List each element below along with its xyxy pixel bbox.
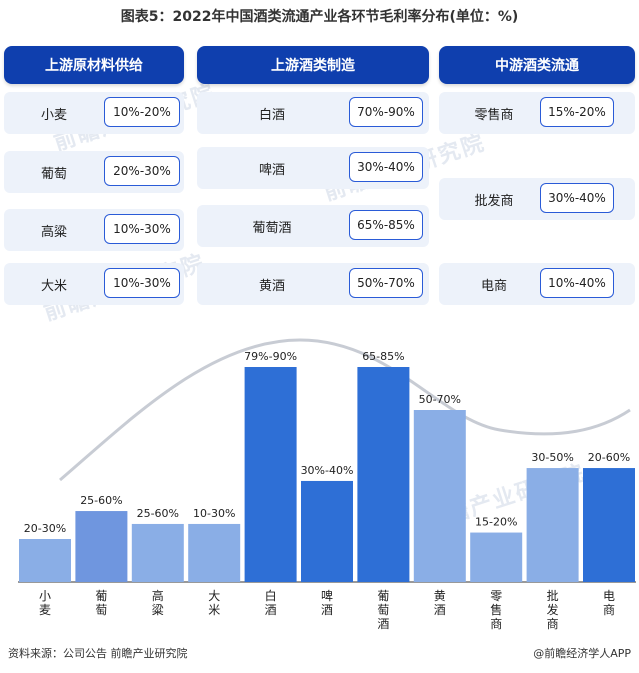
trend-curve xyxy=(59,338,631,482)
list-item: 葡萄酒 65%-85% xyxy=(197,205,429,247)
item-name: 电商 xyxy=(480,278,507,294)
list-item: 小麦 10%-20% xyxy=(4,92,184,134)
category-label: 批发商 xyxy=(547,588,559,631)
item-name: 小麦 xyxy=(40,107,67,123)
brand-note: @前瞻经济学人APP xyxy=(533,647,631,660)
upstream-column: 上游原材料供给 xyxy=(4,46,184,84)
list-item: 电商 10%-40% xyxy=(439,263,635,305)
list-item: 葡萄 20%-30% xyxy=(4,151,184,193)
item-name: 葡萄酒 xyxy=(252,220,292,236)
category-label: 高粱 xyxy=(152,588,164,617)
list-item: 零售商 15%-20% xyxy=(439,92,635,134)
category-label: 大米 xyxy=(208,589,220,617)
item-name: 大米 xyxy=(40,278,67,294)
item-value: 30%-40% xyxy=(540,183,614,213)
list-item: 批发商 30%-40% xyxy=(439,178,635,220)
midstream-header: 中游酒类流通 xyxy=(439,46,635,84)
bar-value-label: 20-60% xyxy=(588,451,630,464)
item-value: 10%-20% xyxy=(104,97,180,127)
category-label: 黄酒 xyxy=(434,589,446,617)
item-value: 10%-30% xyxy=(104,214,180,244)
midstream-column: 中游酒类流通 xyxy=(439,46,635,84)
item-value: 65%-85% xyxy=(349,210,423,240)
category-label: 电商 xyxy=(603,589,615,617)
bar-4 xyxy=(244,367,297,582)
list-item: 黄酒 50%-70% xyxy=(197,263,429,305)
bar-value-label: 30-50% xyxy=(531,451,573,464)
item-name: 啤酒 xyxy=(258,162,285,178)
item-name: 零售商 xyxy=(474,107,514,123)
category-label: 零售商 xyxy=(490,589,502,631)
production-column: 上游酒类制造 xyxy=(197,46,429,84)
bar-9 xyxy=(526,468,579,582)
chart-title: 图表5：2022年中国酒类流通产业各环节毛利率分布(单位：%) xyxy=(120,9,519,25)
item-value: 50%-70% xyxy=(349,268,423,298)
bar-group: 20-30% 小麦 25-60% 葡萄 25-60% 高粱 10-30% 大米 79%-90% 白… xyxy=(19,350,635,631)
bar-value-label: 50-70% xyxy=(419,393,461,406)
source-note: 资料来源：公司公告 前瞻产业研究院 xyxy=(8,647,188,660)
category-label: 葡萄 xyxy=(95,589,107,617)
category-label: 白酒 xyxy=(265,588,277,617)
bar-value-label: 15-20% xyxy=(475,516,517,529)
bar-2 xyxy=(131,523,184,582)
margin-bar-chart: 20-30% 小麦 25-60% 葡萄 25-60% 高粱 10-30% 大米 79%-90% 白… xyxy=(18,338,636,631)
item-name: 葡萄 xyxy=(40,166,67,182)
item-name: 高粱 xyxy=(40,224,67,240)
bar-7 xyxy=(413,410,466,582)
bar-value-label: 79%-90% xyxy=(244,350,297,363)
list-item: 高粱 10%-30% xyxy=(4,209,184,251)
bar-3 xyxy=(188,523,241,582)
bar-5 xyxy=(301,480,353,582)
bar-10 xyxy=(583,468,635,582)
bar-value-label: 25-60% xyxy=(137,507,179,520)
list-item: 啤酒 30%-40% xyxy=(197,147,429,189)
item-value: 15%-20% xyxy=(540,97,614,127)
bar-1 xyxy=(75,511,128,582)
bar-value-label: 30%-40% xyxy=(301,464,354,477)
bar-6 xyxy=(357,367,410,582)
category-label: 葡萄酒 xyxy=(377,589,389,631)
bar-value-label: 20-30% xyxy=(24,522,66,535)
item-name: 批发商 xyxy=(474,193,514,209)
upstream-header: 上游原材料供给 xyxy=(4,46,184,84)
bar-value-label: 65-85% xyxy=(362,350,404,363)
bar-8 xyxy=(470,532,523,582)
production-header: 上游酒类制造 xyxy=(197,46,429,84)
category-label: 啤酒 xyxy=(321,588,333,617)
category-label: 小麦 xyxy=(39,589,51,617)
bar-value-label: 25-60% xyxy=(80,494,122,507)
item-value: 70%-90% xyxy=(349,97,423,127)
item-value: 30%-40% xyxy=(349,152,423,182)
item-name: 黄酒 xyxy=(258,278,285,294)
item-name: 白酒 xyxy=(258,107,285,123)
list-item: 大米 10%-30% xyxy=(4,263,184,305)
list-item: 白酒 70%-90% xyxy=(197,92,429,134)
bar-0 xyxy=(19,539,71,582)
item-value: 20%-30% xyxy=(104,156,180,186)
item-value: 10%-30% xyxy=(104,268,180,298)
item-value: 10%-40% xyxy=(540,268,614,298)
bar-value-label: 10-30% xyxy=(193,507,235,520)
